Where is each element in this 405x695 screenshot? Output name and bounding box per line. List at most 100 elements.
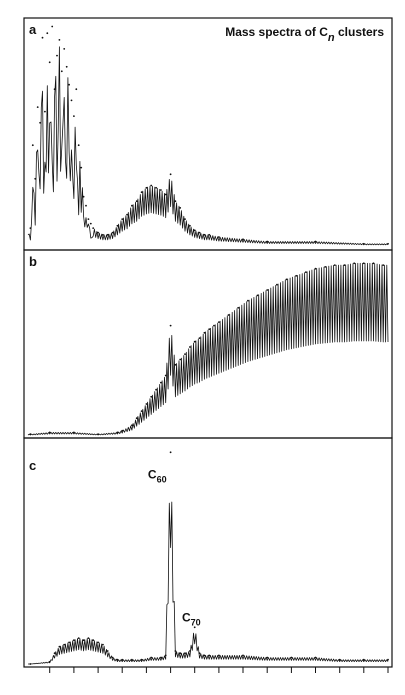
panel-b-data-point [362,262,365,265]
panel-b-data-point [256,294,259,297]
panel-c-data-point [97,641,99,644]
panel-b-data-point [295,274,298,277]
panel-a-data-point [39,121,41,124]
panel-a-data-point [31,144,34,147]
panel-a-data-point [60,70,63,73]
panel-a-data-point [242,238,244,241]
panel-c-data-point [92,639,95,642]
panel-b: b [23,249,393,439]
panel-a-data-point [218,236,220,238]
panel-c-data-point [189,650,191,652]
panel-b-data-point [372,262,375,265]
panel-a-data-point [87,218,90,221]
panel-c-data-point [68,641,70,644]
panel-a-data-point [116,224,119,227]
panel-b-data-point [382,264,385,266]
panel-a-data-point [126,213,128,216]
panel-b-data-point [160,381,162,384]
panel-a-data-point [314,240,317,243]
panel-c-data-point [53,652,56,655]
panel-a-data-point [92,227,95,230]
panel-c-data-point [193,626,196,629]
panel-c-data-point [140,658,143,661]
panel-a-data-point [29,227,32,230]
panel-b-data-point [29,433,32,436]
panel-a-data-point [51,25,54,28]
panel-a-data-point [65,65,68,68]
panel-b-spectrum-line [27,262,389,436]
panel-b-data-point [266,289,269,291]
panel-c-data-point [29,663,32,665]
panel-a-data-point [46,32,49,35]
panel-b-data-point [174,363,177,366]
panel-b-data-point [145,403,148,405]
panel-c-data-point [121,658,124,661]
panel-b-data-point [213,324,215,327]
panel-c-data-point [387,658,389,661]
panel-b-data-point [193,340,196,343]
panel-a-data-point [160,189,162,191]
panel-a-data-point [135,200,138,203]
panel-b-data-point [314,267,317,270]
panel-b-data-point [97,433,99,436]
panel-c-data-point [160,656,162,659]
panel-b-data-point [276,283,278,286]
panel-c-spectrum-line [28,501,389,665]
panel-c-data-point [184,652,186,655]
panel-a-data-point [362,242,365,245]
panel-c: c C60 C70 [23,437,393,668]
panel-b-data-point [164,374,167,377]
panel-c-data-point [82,639,85,642]
panel-a-data-point [85,204,87,207]
panel-c-data-point [203,654,206,657]
panel-a-data-point [266,240,269,243]
panel-a-data-point [131,204,133,207]
panel-b-data-point [247,299,249,302]
chart-title: Mass spectra of Cn clusters [225,25,384,44]
panel-c-data-point [73,639,75,642]
panel-b-data-point [169,324,172,327]
panel-c-data-point [266,656,269,659]
panel-a-data-point [58,39,61,41]
panel-b-data-point [353,262,356,265]
peak-label-c60: C60 [148,467,167,484]
panel-b-data-point [189,346,191,348]
panel-b-data-point [198,337,201,339]
panel-b-data-point [73,431,75,434]
panel-c-data-point [179,652,182,655]
panel-a-data-point [164,193,167,196]
panel-b-data-point [305,271,307,274]
panel-c-data-point [208,654,211,657]
panel-b-data-point [343,264,346,266]
panel-a-data-point [111,231,114,234]
panel-b-data-point [333,264,336,266]
panel-b-data-point [150,395,153,398]
panel-b-data-point [121,429,124,432]
panel-c-data-point [111,656,114,659]
panel-a-data-point [140,191,143,194]
panel-a-data-point [198,231,201,234]
panel-b-data-point [48,431,51,434]
panel-b-data-point [179,358,182,361]
panel-c-letter: c [29,458,36,473]
panel-a-data-point [44,110,46,113]
panel-b-data-point [140,410,143,412]
panel-a-data-point [208,233,211,236]
panel-a-data-point [150,184,153,187]
panel-a-data-point [34,177,37,180]
panel-c-data-point [290,656,293,659]
panel-c-data-point [174,650,177,652]
panel-c-data-point [169,451,172,454]
panel-c-frame [23,437,393,668]
panel-a-spectrum-line [27,46,389,246]
panel-b-data-point [218,321,220,323]
panel-a-data-point [184,218,186,221]
panel-a-data-point [145,186,148,189]
panel-c-data-point [58,645,61,648]
panel-c-data-point [242,654,244,657]
panel-a-data-point [82,195,85,198]
panel-a-data-point [48,61,51,64]
panel-c-data-point [362,658,365,661]
panel-c-data-point [314,656,317,659]
panel-c-data-point [198,652,201,655]
